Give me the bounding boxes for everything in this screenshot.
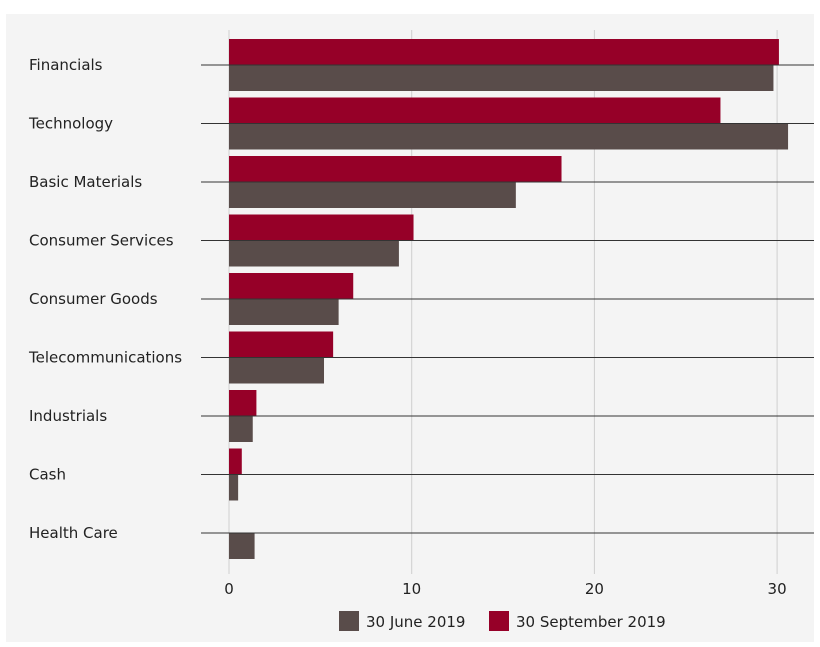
- bar-telecommunications-series-0: [229, 331, 334, 358]
- legend-swatch: [339, 611, 359, 631]
- legend: 30 June 2019 30 September 2019: [339, 611, 666, 631]
- category-separators: [201, 64, 814, 534]
- bar-chart: Financials Technology Basic Materials Consu…: [28, 30, 814, 631]
- category-label: Technology: [28, 115, 113, 133]
- x-tick-label: 10: [402, 580, 421, 598]
- x-axis-ticks: 0 10 20 30: [224, 580, 786, 598]
- category-label: Basic Materials: [29, 173, 142, 191]
- bar-technology-series-1: [229, 123, 789, 150]
- category-label: Consumer Services: [29, 232, 174, 250]
- bar-cash-series-1: [229, 474, 239, 501]
- x-tick-label: 30: [768, 580, 787, 598]
- category-label: Financials: [29, 56, 103, 74]
- bar-consumer-goods-series-0: [229, 273, 354, 299]
- bar-industrials-series-0: [229, 390, 257, 416]
- bar-cash-series-0: [229, 448, 242, 475]
- x-tick-label: 20: [585, 580, 604, 598]
- bar-telecommunications-series-1: [229, 357, 325, 384]
- bar-technology-series-0: [229, 97, 721, 124]
- bar-financials-series-1: [229, 65, 774, 91]
- category-label: Telecommunications: [28, 349, 182, 367]
- legend-swatch: [489, 611, 509, 631]
- bar-health-care-series-1: [229, 533, 255, 559]
- bar-consumer-services-series-1: [229, 240, 399, 267]
- category-label: Consumer Goods: [29, 290, 158, 308]
- x-tick-label: 0: [224, 580, 234, 598]
- bars: [229, 39, 789, 559]
- bar-financials-series-0: [229, 39, 779, 65]
- category-labels: Financials Technology Basic Materials Consu…: [28, 56, 182, 542]
- category-label: Industrials: [29, 407, 107, 425]
- legend-label: 30 June 2019: [366, 613, 465, 631]
- category-label: Cash: [29, 466, 66, 484]
- chart-panel: Financials Technology Basic Materials Consu…: [6, 14, 814, 642]
- legend-label: 30 September 2019: [516, 613, 666, 631]
- bar-basic-materials-series-1: [229, 182, 516, 208]
- bar-consumer-services-series-0: [229, 214, 414, 241]
- bar-consumer-goods-series-1: [229, 299, 339, 325]
- bar-industrials-series-1: [229, 416, 253, 442]
- bar-basic-materials-series-0: [229, 156, 562, 182]
- category-label: Health Care: [29, 524, 118, 542]
